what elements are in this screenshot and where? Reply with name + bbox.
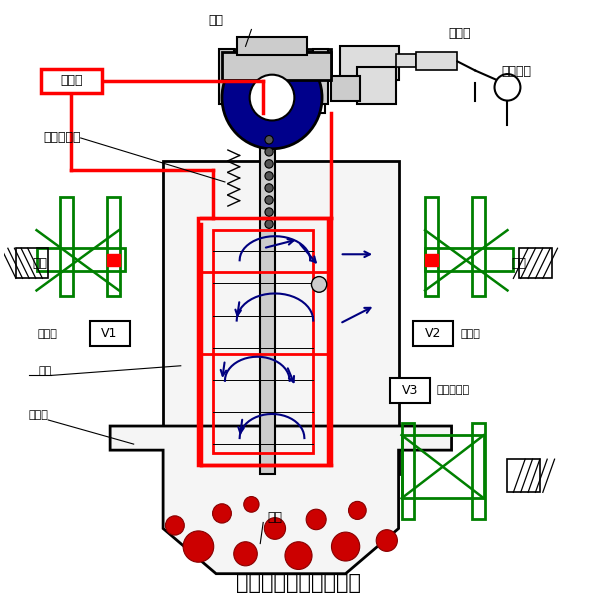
Circle shape: [376, 530, 398, 551]
Text: 出口: 出口: [512, 257, 527, 270]
Bar: [163, 161, 399, 474]
Text: 出口弁: 出口弁: [460, 329, 480, 339]
Bar: [225, 53, 325, 112]
Text: 図１　除塵装置の作動: 図１ 除塵装置の作動: [236, 573, 361, 593]
Bar: [413, 321, 453, 346]
Bar: [60, 197, 73, 296]
Circle shape: [213, 504, 232, 523]
Circle shape: [265, 172, 273, 180]
Bar: [396, 54, 416, 67]
Circle shape: [265, 148, 273, 156]
Bar: [507, 459, 540, 492]
Bar: [107, 254, 120, 266]
Bar: [222, 53, 331, 79]
Bar: [36, 247, 125, 271]
Circle shape: [331, 532, 360, 561]
Text: カム: カム: [208, 14, 224, 27]
Bar: [41, 68, 103, 93]
Circle shape: [234, 542, 257, 566]
Text: ごみ排出弁: ごみ排出弁: [437, 386, 470, 395]
Circle shape: [349, 502, 366, 519]
Circle shape: [265, 208, 273, 216]
Circle shape: [285, 542, 312, 569]
Polygon shape: [110, 426, 451, 574]
Bar: [236, 37, 307, 56]
Circle shape: [222, 46, 322, 149]
Text: 入口: 入口: [32, 257, 47, 270]
Bar: [416, 53, 457, 70]
Bar: [402, 423, 414, 519]
Circle shape: [265, 184, 273, 192]
Circle shape: [264, 518, 285, 540]
Bar: [358, 67, 396, 104]
Bar: [219, 49, 331, 79]
Circle shape: [265, 159, 273, 168]
Text: V3: V3: [402, 384, 418, 397]
Bar: [16, 248, 48, 279]
Bar: [331, 76, 361, 101]
Bar: [198, 218, 328, 465]
Text: ケース: ケース: [29, 410, 48, 420]
Text: V1: V1: [101, 327, 118, 340]
Bar: [390, 378, 430, 403]
Bar: [313, 49, 328, 104]
Bar: [213, 230, 313, 453]
Text: ごみ: ごみ: [267, 511, 282, 524]
Circle shape: [250, 75, 294, 120]
Circle shape: [265, 220, 273, 229]
Bar: [402, 435, 484, 499]
Bar: [425, 197, 438, 296]
Bar: [425, 247, 513, 271]
Text: 金網: 金網: [38, 365, 51, 376]
Bar: [340, 46, 399, 79]
Bar: [472, 197, 485, 296]
Text: 差圧計: 差圧計: [60, 74, 82, 87]
Bar: [519, 248, 552, 279]
Bar: [260, 89, 275, 474]
Text: 入口弁: 入口弁: [37, 329, 57, 339]
Circle shape: [183, 531, 214, 562]
Circle shape: [312, 277, 327, 292]
Bar: [425, 254, 438, 266]
Text: V2: V2: [425, 327, 442, 340]
Text: コイルバネ: コイルバネ: [43, 131, 81, 144]
Bar: [472, 423, 485, 519]
Text: 減速機: 減速機: [448, 27, 471, 40]
Circle shape: [265, 136, 273, 144]
Bar: [107, 197, 120, 296]
Circle shape: [165, 516, 184, 535]
Circle shape: [244, 497, 259, 512]
Bar: [90, 321, 130, 346]
Text: ハンドル: ハンドル: [501, 65, 531, 78]
Circle shape: [265, 196, 273, 204]
Circle shape: [306, 509, 326, 530]
Bar: [219, 49, 234, 104]
